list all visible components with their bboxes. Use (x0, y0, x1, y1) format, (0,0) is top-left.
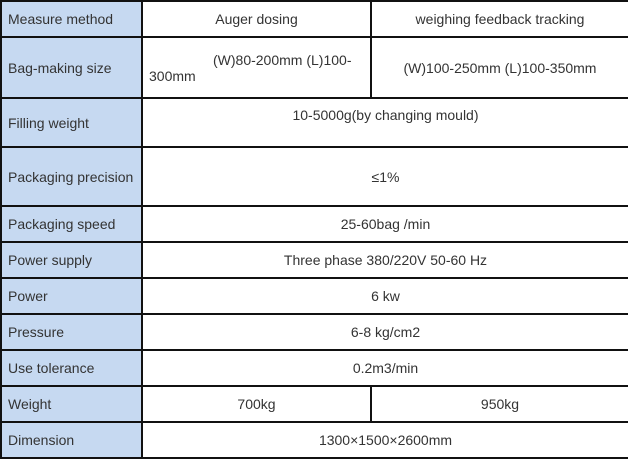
cell-value: 6-8 kg/cm2 (141, 313, 628, 351)
table-row: Weight 700kg 950kg (0, 385, 628, 423)
table-row: Packaging precision ≤1% (0, 146, 628, 207)
table-row: Power 6 kw (0, 277, 628, 315)
cell-value: 25-60bag /min (141, 205, 628, 243)
row-label: Pressure (0, 313, 143, 351)
row-label: Power supply (0, 241, 143, 279)
table-row: Bag-making size (W)80-200mm (L)100-300mm… (0, 36, 628, 99)
table-row: Pressure 6-8 kg/cm2 (0, 313, 628, 351)
cell-value: 950kg (370, 385, 628, 423)
row-label: Use tolerance (0, 349, 143, 387)
row-label: Packaging precision (0, 146, 143, 207)
row-label: Dimension (0, 421, 143, 459)
cell-value: (W)100-250mm (L)100-350mm (370, 36, 628, 99)
cell-value: 700kg (141, 385, 372, 423)
cell-value: 10-5000g(by changing mould) (141, 97, 628, 148)
cell-value: 0.2m3/min (141, 349, 628, 387)
cell-value: Auger dosing (141, 0, 372, 38)
cell-value: 1300×1500×2600mm (141, 421, 628, 459)
row-label: Bag-making size (0, 36, 143, 99)
cell-value: (W)80-200mm (L)100-300mm (141, 36, 372, 99)
table-row: Dimension 1300×1500×2600mm (0, 421, 628, 459)
row-label: Measure method (0, 0, 143, 38)
row-label: Power (0, 277, 143, 315)
row-label: Weight (0, 385, 143, 423)
table-row: Use tolerance 0.2m3/min (0, 349, 628, 387)
cell-value: Three phase 380/220V 50-60 Hz (141, 241, 628, 279)
table-row: Filling weight 10-5000g(by changing moul… (0, 97, 628, 148)
row-label: Filling weight (0, 97, 143, 148)
table-row: Packaging speed 25-60bag /min (0, 205, 628, 243)
table-row: Power supply Three phase 380/220V 50-60 … (0, 241, 628, 279)
cell-value: weighing feedback tracking (370, 0, 628, 38)
cell-value: ≤1% (141, 146, 628, 207)
cell-value: 6 kw (141, 277, 628, 315)
table-row: Measure method Auger dosing weighing fee… (0, 0, 628, 38)
row-label: Packaging speed (0, 205, 143, 243)
